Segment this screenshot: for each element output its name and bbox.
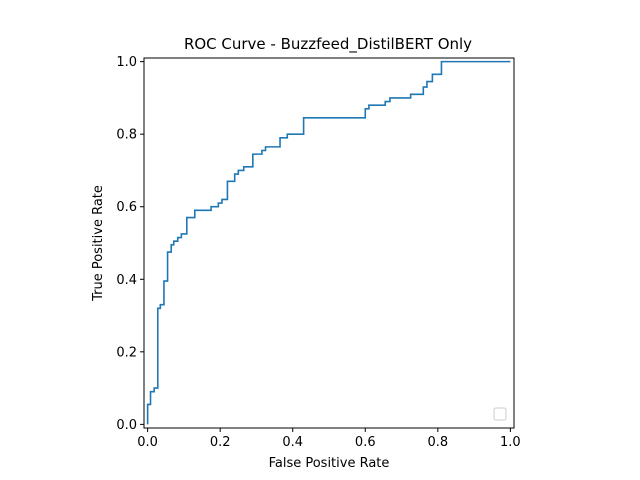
- y-tick-label: 0.6: [116, 200, 137, 215]
- legend-box: [493, 407, 507, 421]
- chart-title: ROC Curve - Buzzfeed_DistilBERT Only: [184, 35, 472, 54]
- y-tick-label: 0.2: [116, 345, 137, 360]
- roc-curve-line: [146, 60, 511, 425]
- x-axis-label: False Positive Rate: [269, 456, 390, 471]
- plot-frame: [143, 57, 515, 429]
- x-tick-label: 0.4: [282, 435, 303, 450]
- y-tick-label: 0.4: [116, 273, 137, 288]
- x-axis: 0.0 0.2 0.4 0.6 0.8 1.0: [137, 428, 521, 450]
- x-tick-label: 1.0: [500, 435, 521, 450]
- plot-area: [146, 60, 511, 425]
- x-tick-label: 0.6: [355, 435, 376, 450]
- y-tick-label: 0.0: [116, 418, 137, 433]
- y-axis-label: True Positive Rate: [91, 185, 106, 302]
- y-tick-label: 0.8: [116, 128, 137, 143]
- y-tick-label: 1.0: [116, 55, 137, 70]
- x-tick-label: 0.2: [210, 435, 231, 450]
- x-tick-label: 0.8: [427, 435, 448, 450]
- y-axis: 0.0 0.2 0.4 0.6 0.8 1.0: [116, 55, 144, 433]
- x-tick-label: 0.0: [137, 435, 158, 450]
